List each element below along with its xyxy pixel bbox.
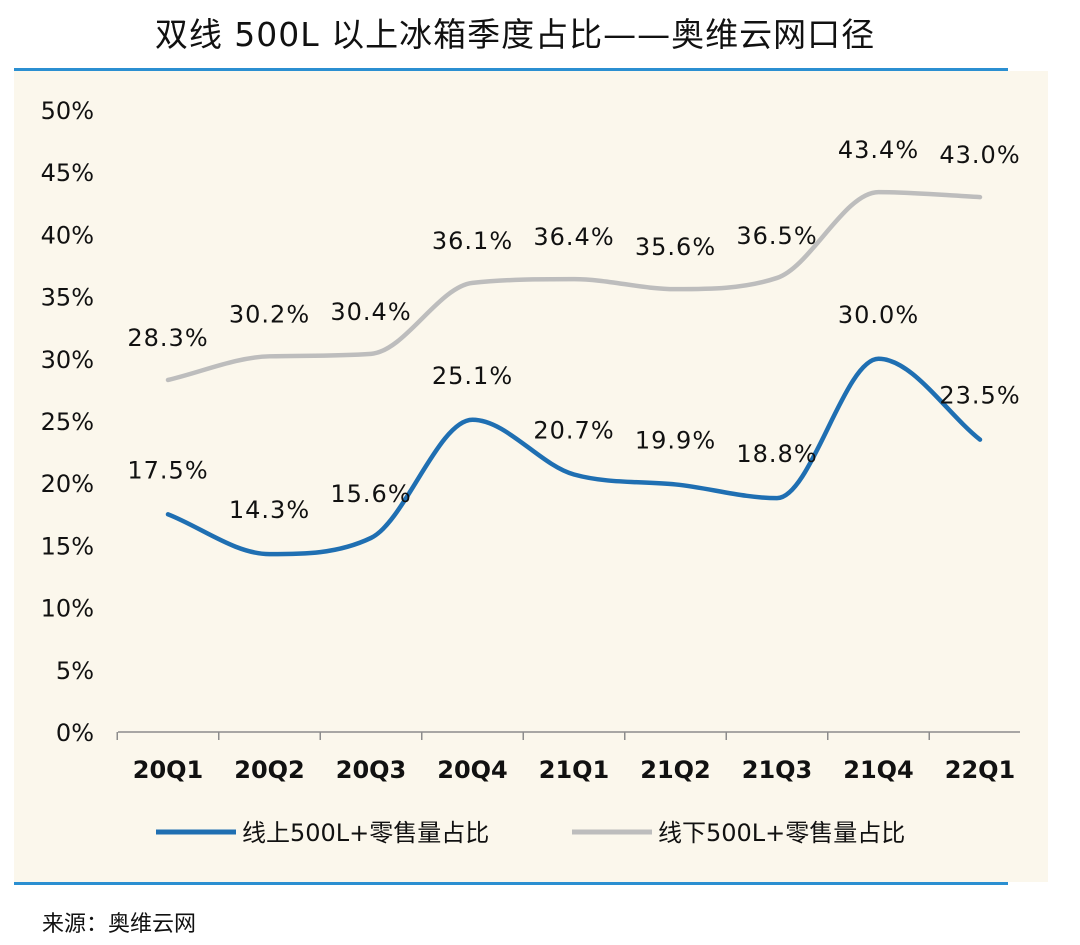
x-tick-label: 20Q2 [234, 756, 305, 784]
offline-data-label: 30.4% [330, 298, 411, 326]
legend-offline-label: 线下500L+零售量占比 [658, 819, 905, 847]
y-tick-label: 40% [41, 221, 94, 249]
x-tick-label: 21Q4 [843, 756, 914, 784]
source-label: 来源： [42, 912, 109, 937]
bottom-rule [14, 882, 1008, 885]
y-tick-label: 50% [41, 97, 94, 125]
y-tick-label: 35% [41, 284, 94, 312]
offline-data-label: 28.3% [127, 324, 208, 352]
top-rule [14, 68, 1008, 71]
offline-data-label: 35.6% [635, 233, 716, 261]
y-tick-label: 25% [41, 408, 94, 436]
y-tick-label: 15% [41, 532, 94, 560]
source-note: 来源：奥维云网 [42, 906, 196, 938]
online-data-label: 25.1% [432, 362, 513, 390]
online-data-label: 14.3% [229, 496, 310, 524]
online-data-label: 30.0% [838, 301, 919, 329]
offline-data-label: 36.1% [432, 227, 513, 255]
plot-background [14, 71, 1048, 882]
offline-data-label: 36.5% [736, 222, 817, 250]
offline-data-label: 30.2% [229, 300, 310, 328]
y-tick-label: 10% [41, 595, 94, 623]
offline-series-line [165, 189, 983, 383]
legend-online-label: 线上500L+零售量占比 [242, 819, 489, 847]
x-tick-label: 20Q3 [336, 756, 407, 784]
y-tick-label: 30% [41, 346, 94, 374]
y-tick-label: 45% [41, 159, 94, 187]
y-tick-label: 5% [56, 657, 94, 685]
online-data-label: 17.5% [127, 456, 208, 484]
x-tick-label: 22Q1 [945, 756, 1016, 784]
offline-data-label: 43.0% [939, 141, 1020, 169]
x-tick-label: 20Q1 [133, 756, 204, 784]
x-tick-label: 21Q3 [742, 756, 813, 784]
offline-data-label: 43.4% [838, 136, 919, 164]
online-data-label: 19.9% [635, 426, 716, 454]
x-tick-label: 20Q4 [437, 756, 508, 784]
x-tick-label: 21Q2 [640, 756, 711, 784]
y-tick-label: 20% [41, 470, 94, 498]
online-data-label: 18.8% [736, 440, 817, 468]
chart-title: 双线 500L 以上冰箱季度占比——奥维云网口径 [154, 15, 876, 54]
source-value: 奥维云网 [108, 912, 197, 937]
y-tick-label: 0% [56, 719, 94, 747]
x-tick-label: 21Q1 [539, 756, 610, 784]
online-series-line [165, 356, 983, 557]
online-data-label: 20.7% [533, 416, 614, 444]
offline-data-label: 36.4% [533, 223, 614, 251]
online-data-label: 15.6% [330, 480, 411, 508]
online-data-label: 23.5% [939, 382, 1020, 410]
